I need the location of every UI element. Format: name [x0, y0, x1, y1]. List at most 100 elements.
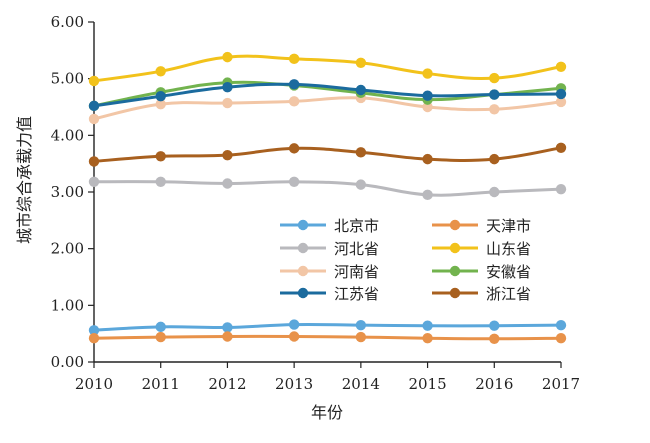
data-point — [489, 72, 500, 84]
legend-label: 浙江省 — [486, 285, 531, 303]
data-point — [88, 75, 100, 87]
x-tick-label: 2016 — [475, 375, 513, 393]
x-axis-ticks: 2010 2011 2012 2013 2014 2015 2016 2017 — [75, 362, 580, 393]
data-point — [355, 147, 367, 158]
legend-label: 安徽省 — [486, 263, 531, 281]
data-point — [355, 319, 367, 331]
legend-item: 河南省 — [280, 263, 379, 281]
y-tick-label: 5.00 — [51, 70, 84, 88]
data-point — [155, 98, 166, 110]
data-point — [355, 84, 367, 96]
data-point — [288, 331, 300, 342]
data-point — [422, 189, 433, 201]
x-axis-title: 年份 — [311, 403, 343, 422]
legend-item: 山东省 — [432, 240, 531, 258]
x-tick-label: 2012 — [208, 375, 246, 393]
series-2 — [88, 176, 567, 201]
legend-swatch-marker — [297, 219, 309, 231]
data-point — [88, 333, 100, 344]
data-point — [222, 331, 233, 342]
legend-item: 天津市 — [432, 217, 531, 235]
legend-label: 北京市 — [334, 217, 379, 235]
series-line — [93, 334, 562, 341]
data-point — [422, 101, 433, 113]
series-line — [93, 322, 562, 332]
legend-swatch-marker — [449, 287, 461, 299]
series-line — [93, 180, 562, 197]
series-lines — [88, 51, 567, 344]
data-point — [489, 153, 500, 165]
legend-item: 江苏省 — [280, 285, 379, 303]
x-tick-label: 2010 — [75, 375, 113, 393]
legend-item: 安徽省 — [432, 263, 531, 281]
data-point — [222, 322, 233, 333]
series-7 — [88, 142, 567, 167]
data-point — [288, 96, 300, 107]
data-point — [422, 68, 433, 79]
data-point — [555, 333, 567, 344]
data-point — [555, 142, 567, 153]
data-point — [288, 79, 300, 90]
data-point — [422, 333, 433, 344]
data-point — [88, 325, 100, 336]
data-point — [355, 179, 367, 190]
data-point — [222, 81, 233, 93]
legend-label: 河南省 — [334, 263, 379, 281]
data-point — [155, 321, 166, 333]
data-point — [355, 331, 367, 343]
data-point — [489, 89, 500, 100]
plot-area: 0.001.002.003.004.005.006.00 2010 2011 201… — [51, 13, 581, 393]
x-tick-label: 2017 — [542, 375, 580, 393]
data-point — [155, 331, 166, 343]
data-point — [555, 96, 567, 108]
data-point — [555, 61, 567, 72]
data-point — [222, 149, 233, 161]
y-tick-label: 4.00 — [51, 126, 84, 144]
x-tick-label: 2013 — [275, 375, 313, 393]
legend-swatch-marker — [297, 287, 309, 299]
series-6 — [88, 79, 567, 112]
data-point — [489, 104, 500, 115]
legend-swatch-marker — [449, 219, 461, 231]
y-tick-label: 2.00 — [51, 240, 84, 258]
data-point — [288, 319, 300, 330]
data-point — [88, 113, 100, 125]
legend-label: 天津市 — [486, 217, 531, 235]
data-point — [155, 176, 166, 187]
data-point — [88, 176, 100, 187]
series-line — [93, 82, 562, 108]
series-line — [93, 96, 562, 121]
series-line — [93, 146, 562, 163]
data-point — [288, 53, 300, 65]
series-3 — [88, 51, 567, 87]
data-point — [222, 97, 233, 109]
legend-swatch-marker — [449, 242, 461, 254]
series-line — [93, 54, 562, 83]
x-tick-label: 2011 — [142, 375, 180, 393]
legend-swatch-marker — [297, 242, 309, 254]
data-point — [555, 183, 567, 195]
data-point — [288, 143, 300, 154]
y-tick-label: 1.00 — [51, 296, 84, 314]
data-point — [155, 151, 166, 162]
legend-swatch-marker — [449, 265, 461, 277]
series-0 — [88, 319, 567, 336]
data-point — [489, 333, 500, 344]
data-point — [155, 66, 166, 77]
x-tick-label: 2014 — [342, 375, 380, 393]
y-tick-label: 3.00 — [51, 183, 84, 201]
data-point — [355, 57, 367, 68]
legend-item: 浙江省 — [432, 285, 531, 303]
data-point — [422, 90, 433, 101]
data-point — [555, 319, 567, 331]
legend-swatch-marker — [297, 265, 309, 277]
y-tick-label: 0.00 — [51, 353, 84, 371]
data-point — [222, 51, 233, 63]
data-point — [422, 320, 433, 331]
data-point — [88, 156, 100, 167]
data-point — [555, 88, 567, 100]
data-point — [489, 186, 500, 198]
legend-label: 山东省 — [486, 240, 531, 258]
